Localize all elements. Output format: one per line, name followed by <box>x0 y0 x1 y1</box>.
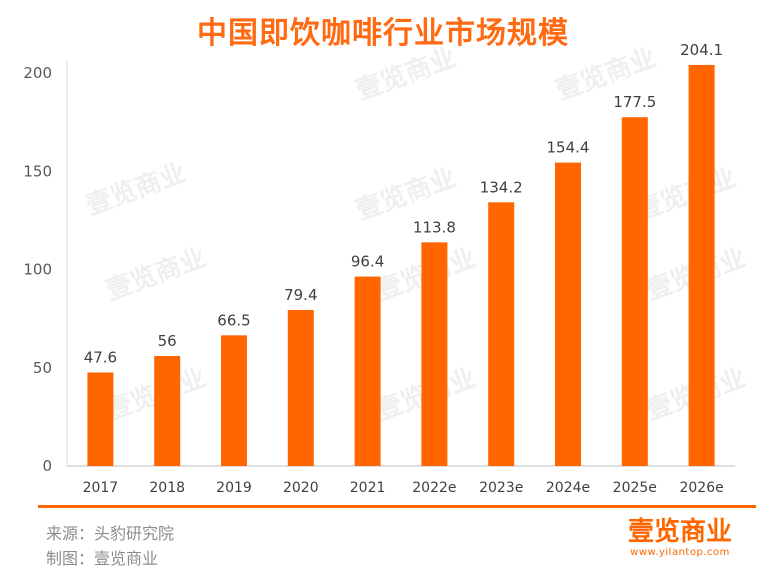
data-label: 56 <box>158 332 177 350</box>
watermark: 壹览商业 <box>352 162 460 227</box>
bar <box>688 64 715 467</box>
chart-title: 中国即饮咖啡行业市场规模 <box>197 16 569 51</box>
logo-url: www.yilantop.com <box>630 547 730 558</box>
x-tick-label: 2026e <box>679 480 723 496</box>
watermark: 壹览商业 <box>352 42 460 107</box>
watermark: 壹览商业 <box>632 162 740 227</box>
bar <box>287 309 314 466</box>
watermark: 壹览商业 <box>102 242 210 307</box>
source-text: 来源：头豹研究院 <box>46 524 175 543</box>
y-tick-label: 150 <box>23 162 52 180</box>
data-label: 79.4 <box>284 286 317 304</box>
data-label: 204.1 <box>680 41 723 59</box>
data-label: 113.8 <box>413 218 456 236</box>
x-tick-label: 2024e <box>546 480 590 496</box>
x-tick-label: 2018 <box>149 480 185 496</box>
bar <box>621 117 648 467</box>
bar <box>154 355 181 466</box>
brand-logo: 壹览商业 www.yilantop.com <box>628 517 732 558</box>
made-by-text: 制图：壹览商业 <box>46 549 159 568</box>
data-label: 47.6 <box>84 348 117 366</box>
footer-divider <box>38 505 756 508</box>
x-tick-label: 2021 <box>350 480 386 496</box>
y-tick-label: 0 <box>42 457 52 475</box>
bar <box>87 372 114 466</box>
watermark: 壹览商业 <box>82 157 190 222</box>
data-label: 96.4 <box>351 253 384 271</box>
x-tick-label: 2023e <box>479 480 523 496</box>
x-tick-label: 2022e <box>412 480 456 496</box>
data-label: 177.5 <box>613 93 656 111</box>
y-tick-label: 200 <box>23 64 52 82</box>
logo-name: 壹览商业 <box>628 517 733 547</box>
x-tick-label: 2019 <box>216 480 252 496</box>
bar <box>354 276 381 466</box>
data-label: 134.2 <box>480 178 523 196</box>
x-tick-label: 2017 <box>83 480 119 496</box>
x-tick-label: 2020 <box>283 480 319 496</box>
x-tick-label: 2025e <box>613 480 657 496</box>
y-tick-label: 50 <box>33 359 52 377</box>
y-tick-label: 100 <box>23 261 52 279</box>
bar <box>421 242 448 466</box>
bar <box>555 162 581 466</box>
bar-chart: 壹览商业壹览商业壹览商业壹览商业壹览商业壹览商业壹览商业壹览商业壹览商业壹览商业… <box>23 41 750 496</box>
data-label: 154.4 <box>547 139 590 157</box>
bar <box>221 335 247 466</box>
data-label: 66.5 <box>217 311 250 329</box>
bar <box>488 202 515 466</box>
